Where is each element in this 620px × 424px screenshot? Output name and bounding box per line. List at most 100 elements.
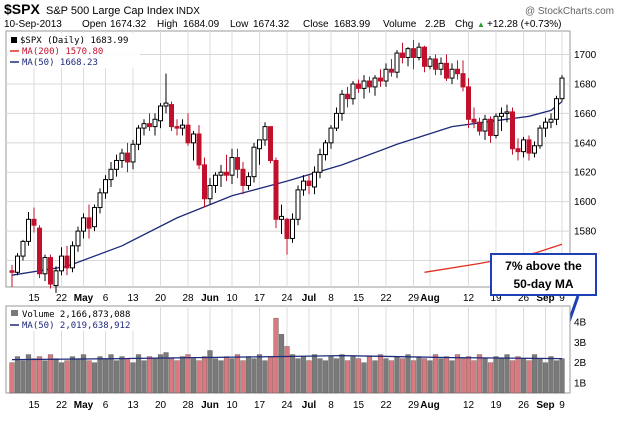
price-x-label: 26	[518, 293, 530, 304]
candle-body	[119, 152, 125, 161]
price-x-label: 12	[463, 293, 475, 304]
price-x-label: 6	[103, 293, 109, 304]
candle-body	[548, 118, 554, 123]
volume-x-label: 12	[463, 400, 475, 411]
candle-body	[312, 171, 317, 188]
volume-bar	[119, 356, 125, 394]
candle	[279, 204, 284, 235]
candle-body	[521, 139, 526, 153]
volume-bar	[146, 356, 153, 394]
candle	[125, 142, 130, 173]
candle	[405, 47, 411, 67]
volume-x-label: May	[74, 400, 94, 411]
candle-body	[317, 154, 323, 173]
candle	[449, 63, 455, 84]
volume-bar	[262, 360, 268, 394]
volume-bar	[168, 358, 175, 394]
chg-arrow-icon: ▲	[477, 20, 485, 29]
volume-x-label: 24	[281, 400, 293, 411]
volume-bar	[421, 358, 428, 394]
volume-bar	[383, 358, 389, 394]
volume-bar	[47, 354, 54, 394]
candle	[400, 42, 405, 64]
candle	[246, 172, 251, 190]
volume-bar	[284, 346, 290, 394]
candle-body	[438, 62, 444, 70]
candle	[532, 141, 537, 158]
candle-body	[411, 48, 416, 58]
price-panel-frame	[5, 30, 571, 288]
candle	[114, 154, 119, 177]
chg-label: Chg	[455, 19, 473, 30]
candle	[328, 125, 334, 149]
candle-body	[449, 68, 455, 79]
candle	[444, 54, 449, 82]
low-label: Low	[230, 19, 249, 30]
volume-bar	[471, 360, 477, 394]
volume-bar	[75, 358, 81, 394]
volume-x-label: 20	[155, 400, 167, 411]
candle-body	[251, 146, 257, 178]
candle	[367, 76, 372, 93]
volume-bar	[218, 360, 224, 394]
volume-bar	[322, 360, 329, 394]
price-x-label: 20	[155, 293, 167, 304]
candle	[235, 148, 240, 179]
candle-body	[169, 104, 174, 128]
candle	[301, 175, 306, 196]
candle-body	[301, 180, 306, 191]
volume-tick-label: 1B	[574, 378, 587, 389]
candle	[521, 136, 526, 158]
index-name: S&P 500 Large Cap Index	[46, 5, 174, 17]
candle	[103, 175, 108, 199]
candle-body	[257, 139, 262, 150]
candle	[317, 148, 323, 179]
price-x-axis-labels: 15 22 May 6 13 20 28 Jun 10 17 24 Jul 8 15 22 29 Aug 12 19…	[28, 293, 565, 304]
candle	[290, 213, 295, 243]
price-gridlines	[6, 54, 570, 262]
candle-body	[136, 127, 141, 145]
candle-body	[526, 139, 532, 154]
candle-body	[147, 123, 152, 128]
candle	[422, 45, 427, 73]
candle	[488, 116, 493, 143]
volume-bar	[201, 356, 208, 394]
volume-bar	[113, 360, 120, 394]
volume-bar	[537, 358, 543, 394]
candle	[383, 63, 389, 87]
candle	[31, 207, 37, 233]
candle	[59, 247, 64, 276]
candle	[394, 50, 400, 79]
volume-bar	[31, 358, 37, 394]
candle-body	[334, 112, 339, 129]
candle-body	[356, 83, 361, 89]
candle	[515, 138, 521, 161]
candle	[37, 225, 42, 279]
candle	[70, 241, 75, 273]
candle	[202, 157, 207, 208]
price-x-label: 19	[490, 293, 502, 304]
candle	[86, 204, 92, 239]
volume-bar	[36, 356, 43, 394]
volume-bar	[295, 358, 301, 394]
volume-x-label: 6	[103, 400, 109, 411]
volume-bar	[190, 358, 197, 394]
volume-bars	[9, 317, 565, 394]
volume-bar	[476, 354, 483, 394]
candle	[389, 58, 394, 77]
volume-legend-swatch	[11, 310, 18, 316]
volume-bar	[223, 356, 230, 394]
candle-body	[158, 105, 163, 122]
volume-x-label: 29	[408, 400, 420, 411]
volume-x-label: 10	[226, 400, 238, 411]
volume-bar	[542, 362, 549, 394]
candle-body	[493, 115, 499, 136]
volume-x-label: 19	[490, 400, 502, 411]
candle	[559, 75, 565, 102]
price-x-label: 15	[28, 293, 40, 304]
candle-body	[207, 184, 213, 200]
volume-x-label: 17	[254, 400, 266, 411]
candle-body	[64, 255, 70, 269]
candle-body	[97, 192, 103, 209]
price-tick-label: 1640	[574, 138, 597, 149]
